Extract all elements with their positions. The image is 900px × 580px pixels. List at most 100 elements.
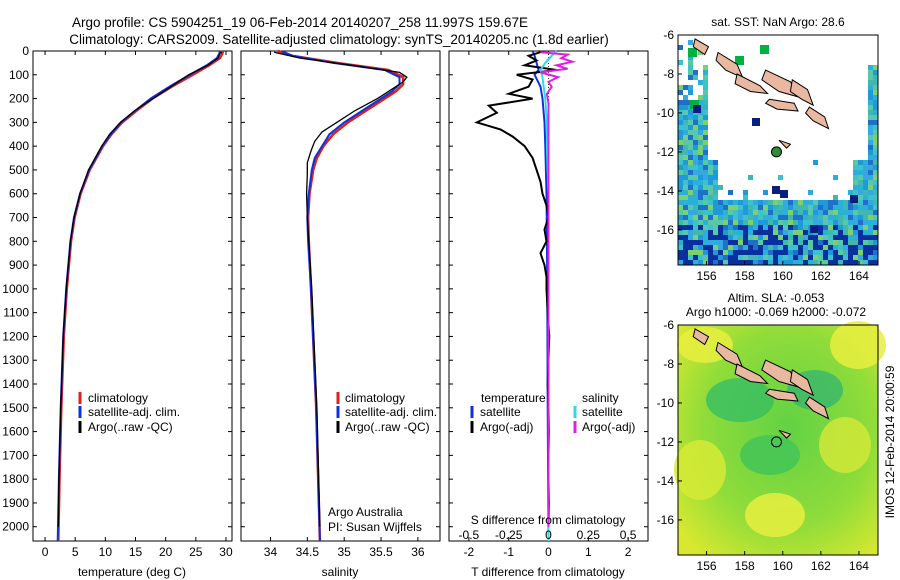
land-island <box>715 341 744 369</box>
sst-cell <box>713 230 718 235</box>
sst-cell <box>773 225 778 230</box>
map-x-tick-label: 156 <box>697 559 717 573</box>
sst-cell <box>743 210 748 215</box>
y-tick-label: 1300 <box>2 353 29 367</box>
sla-blob <box>745 493 805 537</box>
sst-cell <box>873 200 878 205</box>
sst-cell <box>733 245 738 250</box>
sst-cell <box>863 180 868 185</box>
sst-cell <box>683 110 688 115</box>
sst-cell <box>868 160 873 165</box>
sst-cell <box>743 235 748 240</box>
sst-cell <box>813 250 818 255</box>
sst-cell <box>873 250 878 255</box>
sst-cell <box>838 205 843 210</box>
sst-cell <box>863 200 868 205</box>
sst-cell <box>743 205 748 210</box>
sst-cell <box>688 190 693 195</box>
y-tick-label: 2000 <box>2 520 29 534</box>
sst-cell <box>703 95 708 100</box>
sst-cell <box>848 240 853 245</box>
sst-cell <box>748 245 753 250</box>
sst-cell <box>688 180 693 185</box>
sst-cell <box>688 175 693 180</box>
sst-cell <box>783 215 788 220</box>
sst-cell <box>713 215 718 220</box>
sst-cell <box>693 125 698 130</box>
sst-cell <box>733 235 738 240</box>
sst-cell <box>873 220 878 225</box>
sst-cell <box>803 245 808 250</box>
sst-cell <box>793 210 798 215</box>
sst-cell <box>808 200 813 205</box>
sst-cell <box>818 210 823 215</box>
sst-cell <box>693 115 698 120</box>
sst-cell <box>708 230 713 235</box>
series-line-argo-raw-qc- <box>57 51 223 527</box>
map-y-tick-label: -10 <box>657 396 675 410</box>
sst-cell <box>873 260 878 265</box>
sst-cell <box>693 120 698 125</box>
sst-cell <box>708 260 713 265</box>
sst-cell <box>833 255 838 260</box>
land-island <box>804 396 830 420</box>
sst-cell <box>783 220 788 225</box>
sst-cell <box>683 115 688 120</box>
sst-cell <box>733 220 738 225</box>
sst-cell <box>678 200 683 205</box>
sst-cell <box>838 220 843 225</box>
sst-cell <box>873 240 878 245</box>
sst-cell <box>813 205 818 210</box>
sst-cell <box>828 240 833 245</box>
series-line-satellite-adj-clim- <box>56 50 221 542</box>
sst-cell <box>688 65 693 70</box>
sst-cell <box>743 250 748 255</box>
sst-cell <box>753 250 758 255</box>
salinity-xlabel: salinity <box>322 565 359 579</box>
sst-cell <box>823 260 828 265</box>
x-tick-label: 1 <box>585 545 592 559</box>
sst-cell <box>873 75 878 80</box>
sst-cell <box>858 170 863 175</box>
sst-cell <box>723 255 728 260</box>
y-tick-label: 1100 <box>3 306 29 320</box>
sst-cell <box>808 210 813 215</box>
sst-cell <box>793 245 798 250</box>
sst-cell <box>788 255 793 260</box>
x-tick-label: 36 <box>411 545 425 559</box>
sst-cell <box>858 235 863 240</box>
sst-cell <box>868 230 873 235</box>
sst-cell <box>803 255 808 260</box>
map-y-tick-label: -12 <box>657 145 675 159</box>
sst-cell <box>873 210 878 215</box>
sst-cell <box>693 250 698 255</box>
sst-cell <box>703 65 708 70</box>
sst-cell <box>778 235 783 240</box>
sst-cell <box>698 145 703 150</box>
sst-cell <box>773 255 778 260</box>
sst-cell <box>708 180 713 185</box>
sst-cell <box>683 185 688 190</box>
sst-cell <box>873 175 878 180</box>
sst-cell <box>698 190 703 195</box>
sst-cell <box>683 220 688 225</box>
sst-cell <box>723 230 728 235</box>
sst-cell <box>748 255 753 260</box>
map-y-tick-label: -6 <box>663 318 674 332</box>
sst-cell <box>873 145 878 150</box>
sst-cell <box>735 56 744 65</box>
sst-cell <box>703 90 708 95</box>
sst-cell <box>733 200 738 205</box>
sst-cell <box>868 220 873 225</box>
sst-cell <box>763 225 768 230</box>
land-island <box>764 388 799 402</box>
t-difference-xlabel: T difference from climatology <box>471 565 625 579</box>
sst-cell <box>703 195 708 200</box>
sst-cell <box>868 75 873 80</box>
sst-cell <box>693 230 698 235</box>
sst-cell <box>848 235 853 240</box>
sst-cell <box>763 210 768 215</box>
sst-cell <box>763 240 768 245</box>
sst-cell <box>873 170 878 175</box>
